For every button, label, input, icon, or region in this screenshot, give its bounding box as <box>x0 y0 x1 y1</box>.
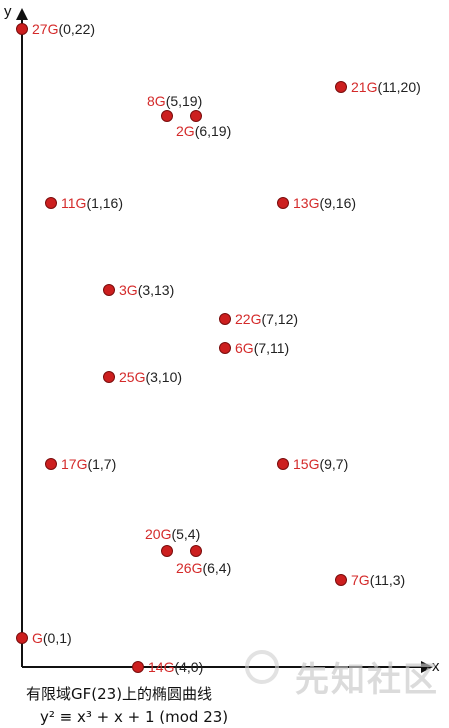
point-label-26G: 26G(6,4) <box>176 560 231 576</box>
watermark: 先知社区 <box>295 660 439 700</box>
point-marker-15G <box>277 458 289 470</box>
point-marker-11G <box>45 197 57 209</box>
points-layer: 27G(0,22)8G(5,19)2G(6,19)21G(11,20)11G(1… <box>16 21 421 675</box>
point-label-25G: 25G(3,10) <box>119 369 182 385</box>
point-coord: (5,4) <box>171 526 200 542</box>
point-marker-26G <box>190 545 202 557</box>
point-name: 7G <box>351 572 370 588</box>
point-coord: (0,1) <box>43 630 72 646</box>
point-label-13G: 13G(9,16) <box>293 195 356 211</box>
point-label-20G: 20G(5,4) <box>145 526 200 542</box>
point-name: 20G <box>145 526 171 542</box>
point-marker-8G <box>161 110 173 122</box>
point-marker-17G <box>45 458 57 470</box>
point-coord: (7,11) <box>254 340 290 356</box>
point-coord: (0,22) <box>58 21 95 37</box>
axes: y x <box>4 3 440 675</box>
point-label-6G: 6G(7,11) <box>235 340 289 356</box>
point-name: 3G <box>119 282 138 298</box>
point-coord: (11,20) <box>377 79 420 95</box>
point-name: 26G <box>176 560 202 576</box>
point-name: 8G <box>147 93 166 109</box>
point-marker-6G <box>219 342 231 354</box>
point-name: 2G <box>176 123 195 139</box>
point-marker-25G <box>103 371 115 383</box>
x-axis-arrow <box>421 661 433 673</box>
point-label-14G: 14G(4,0) <box>148 659 203 675</box>
point-label-7G: 7G(11,3) <box>351 572 405 588</box>
point-name: 25G <box>119 369 145 385</box>
caption-equation: y² ≡ x³ + x + 1 (mod 23) <box>40 708 229 726</box>
point-marker-27G <box>16 23 28 35</box>
point-coord: (9,16) <box>319 195 356 211</box>
point-marker-3G <box>103 284 115 296</box>
point-name: 27G <box>32 21 58 37</box>
point-label-11G: 11G(1,16) <box>61 195 123 211</box>
point-name: 15G <box>293 456 319 472</box>
point-label-G: G(0,1) <box>32 630 72 646</box>
point-label-15G: 15G(9,7) <box>293 456 348 472</box>
y-axis-label: y <box>4 3 12 20</box>
point-name: 22G <box>235 311 261 327</box>
watermark-logo-icon <box>245 650 279 684</box>
point-coord: (6,19) <box>195 123 232 139</box>
point-coord: (1,7) <box>87 456 116 472</box>
point-label-2G: 2G(6,19) <box>176 123 231 139</box>
point-name: 13G <box>293 195 319 211</box>
caption-title: 有限域GF(23)上的椭圆曲线 <box>26 685 213 703</box>
point-coord: (5,19) <box>166 93 203 109</box>
point-marker-G <box>16 632 28 644</box>
point-label-17G: 17G(1,7) <box>61 456 116 472</box>
x-axis-label: x <box>432 658 440 675</box>
point-coord: (1,16) <box>86 195 123 211</box>
point-coord: (7,12) <box>261 311 298 327</box>
point-name: 11G <box>61 195 86 211</box>
point-marker-7G <box>335 574 347 586</box>
point-coord: (4,0) <box>174 659 203 675</box>
point-coord: (6,4) <box>202 560 231 576</box>
point-marker-14G <box>132 661 144 673</box>
y-axis-arrow <box>16 8 28 20</box>
point-label-8G: 8G(5,19) <box>147 93 202 109</box>
point-label-22G: 22G(7,12) <box>235 311 298 327</box>
point-label-27G: 27G(0,22) <box>32 21 95 37</box>
point-name: 21G <box>351 79 377 95</box>
point-marker-13G <box>277 197 289 209</box>
point-coord: (11,3) <box>370 572 406 588</box>
point-label-21G: 21G(11,20) <box>351 79 421 95</box>
point-name: 6G <box>235 340 254 356</box>
point-label-3G: 3G(3,13) <box>119 282 174 298</box>
point-marker-22G <box>219 313 231 325</box>
point-marker-2G <box>190 110 202 122</box>
point-marker-21G <box>335 81 347 93</box>
point-coord: (3,10) <box>145 369 182 385</box>
point-coord: (9,7) <box>319 456 348 472</box>
point-name: 17G <box>61 456 87 472</box>
point-name: 14G <box>148 659 174 675</box>
point-coord: (3,13) <box>138 282 175 298</box>
point-name: G <box>32 630 43 646</box>
point-marker-20G <box>161 545 173 557</box>
